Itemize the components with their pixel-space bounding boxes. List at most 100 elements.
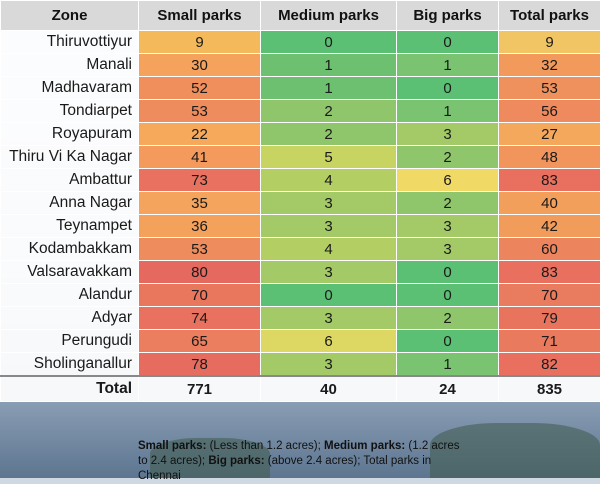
medium-parks-cell: 3 [261,307,397,330]
total-parks-cell: 60 [499,238,600,261]
big-parks-cell: 3 [397,238,499,261]
medium-parks-cell: 5 [261,146,397,169]
big-parks-cell: 3 [397,123,499,146]
small-parks-cell: 65 [139,330,261,353]
medium-parks-cell: 3 [261,353,397,377]
big-parks-cell: 3 [397,215,499,238]
medium-parks-cell: 1 [261,54,397,77]
small-parks-cell: 9 [139,31,261,54]
big-parks-cell: 2 [397,192,499,215]
big-parks-cell: 1 [397,353,499,377]
zone-cell: Anna Nagar [1,192,139,215]
total-medium: 40 [261,376,397,402]
parks-table: Zone Small parks Medium parks Big parks … [0,0,600,402]
header-row: Zone Small parks Medium parks Big parks … [1,1,600,31]
big-parks-cell: 0 [397,261,499,284]
small-parks-cell: 53 [139,238,261,261]
zone-cell: Teynampet [1,215,139,238]
small-parks-cell: 70 [139,284,261,307]
total-parks-cell: 83 [499,261,600,284]
header-medium-parks: Medium parks [261,1,397,31]
medium-parks-cell: 1 [261,77,397,100]
total-big: 24 [397,376,499,402]
big-parks-cell: 2 [397,307,499,330]
total-parks-cell: 83 [499,169,600,192]
zone-cell: Thiru Vi Ka Nagar [1,146,139,169]
big-parks-cell: 1 [397,100,499,123]
medium-parks-cell: 4 [261,169,397,192]
zone-cell: Thiruvottiyur [1,31,139,54]
zone-cell: Ambattur [1,169,139,192]
zone-cell: Manali [1,54,139,77]
small-parks-cell: 35 [139,192,261,215]
big-parks-cell: 0 [397,284,499,307]
zone-cell: Madhavaram [1,77,139,100]
big-parks-cell: 0 [397,330,499,353]
small-parks-cell: 30 [139,54,261,77]
medium-parks-cell: 0 [261,31,397,54]
zone-cell: Perungudi [1,330,139,353]
small-parks-cell: 53 [139,100,261,123]
small-parks-cell: 36 [139,215,261,238]
total-label: Total [1,376,139,402]
medium-parks-cell: 2 [261,123,397,146]
total-parks-cell: 48 [499,146,600,169]
medium-parks-cell: 4 [261,238,397,261]
zone-cell: Royapuram [1,123,139,146]
big-parks-cell: 6 [397,169,499,192]
footnote-small-label: Small parks: [138,440,206,452]
footnote-medium-label: Medium parks: [324,440,405,452]
header-total-parks: Total parks [499,1,600,31]
small-parks-cell: 22 [139,123,261,146]
medium-parks-cell: 6 [261,330,397,353]
small-parks-cell: 74 [139,307,261,330]
total-parks-cell: 42 [499,215,600,238]
total-parks-cell: 71 [499,330,600,353]
zone-cell: Kodambakkam [1,238,139,261]
big-parks-cell: 1 [397,54,499,77]
zone-cell: Sholinganallur [1,353,139,377]
footnote: Small parks: (Less than 1.2 acres); Medi… [138,439,468,484]
small-parks-cell: 73 [139,169,261,192]
footnote-big-label: Big parks: [208,455,264,467]
small-parks-cell: 80 [139,261,261,284]
total-parks-cell: 32 [499,54,600,77]
big-parks-cell: 0 [397,77,499,100]
header-zone: Zone [1,1,139,31]
total-parks-cell: 9 [499,31,600,54]
total-parks-cell: 56 [499,100,600,123]
total-small: 771 [139,376,261,402]
header-big-parks: Big parks [397,1,499,31]
medium-parks-cell: 3 [261,261,397,284]
zone-cell: Valsaravakkam [1,261,139,284]
total-parks-cell: 82 [499,353,600,377]
total-parks-cell: 27 [499,123,600,146]
total-parks-cell: 53 [499,77,600,100]
total-parks-cell: 70 [499,284,600,307]
small-parks-cell: 41 [139,146,261,169]
medium-parks-cell: 3 [261,192,397,215]
zone-cell: Alandur [1,284,139,307]
big-parks-cell: 2 [397,146,499,169]
total-parks-cell: 79 [499,307,600,330]
medium-parks-cell: 3 [261,215,397,238]
footnote-small-text: (Less than 1.2 acres); [206,440,324,452]
zone-cell: Tondiarpet [1,100,139,123]
zone-cell: Adyar [1,307,139,330]
medium-parks-cell: 0 [261,284,397,307]
small-parks-cell: 52 [139,77,261,100]
small-parks-cell: 78 [139,353,261,377]
